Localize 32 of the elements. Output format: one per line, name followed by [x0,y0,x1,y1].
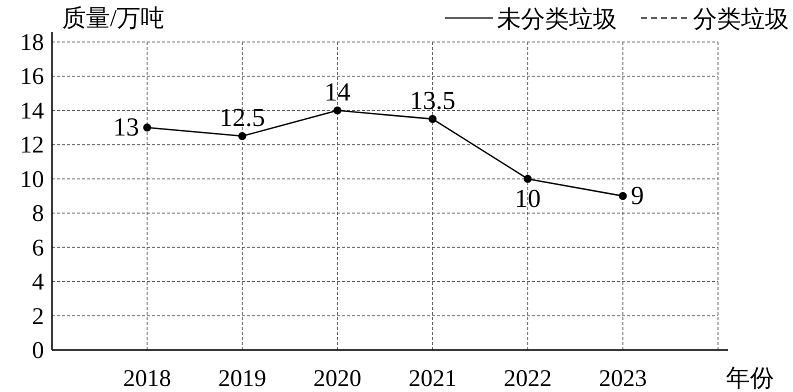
point [333,106,342,114]
point [143,124,152,132]
point [428,115,437,123]
x-tick-label: 2019 [218,366,266,392]
data-label: 9 [630,181,644,210]
legend-label: 分类垃圾 [693,7,789,33]
y-tick-label: 14 [20,98,44,124]
y-tick-label: 16 [20,64,44,90]
point [238,132,246,140]
x-axis-title: 年份 [726,366,774,392]
y-tick-label: 2 [32,304,44,330]
x-tick-label: 2018 [123,366,172,392]
y-axis-title: 质量/万吨 [62,6,165,32]
x-tick-label: 2022 [504,366,552,392]
x-tick-label: 2023 [598,366,647,392]
y-tick-label: 12 [20,132,44,159]
y-tick-label: 18 [20,30,44,56]
data-label: 10 [514,184,541,213]
legend-label: 未分类垃圾 [497,7,617,33]
y-tick-label: 0 [32,338,44,364]
y-tick-label: 8 [32,201,44,228]
data-label: 14 [324,77,350,106]
data-label: 13.5 [410,86,456,115]
y-tick-label: 10 [20,166,44,193]
x-tick-label: 2021 [408,366,457,392]
y-tick-label: 6 [32,235,44,262]
data-label: 12.5 [220,103,266,132]
x-tick-label: 2020 [313,366,362,392]
data-label: 13 [113,112,140,142]
point [618,192,627,200]
y-tick-label: 4 [32,270,44,296]
point [524,174,532,183]
